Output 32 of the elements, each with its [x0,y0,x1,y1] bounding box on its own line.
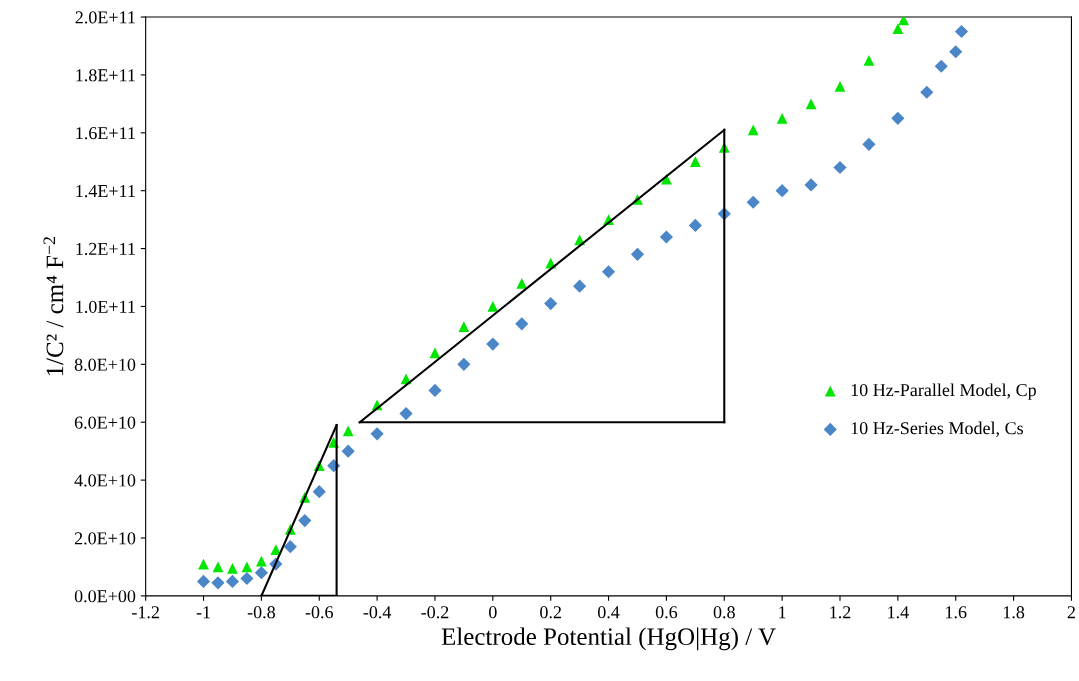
y-tick-label: 1.0E+11 [76,300,135,313]
x-tick-label: 0.4 [597,606,620,619]
y-tick-label: 6.0E+10 [74,416,136,429]
x-tick-label: -1 [196,606,210,619]
x-tick-label: 1 [779,606,786,619]
x-tick-label: -1.2 [132,606,159,619]
y-tick-label: 4.0E+10 [74,474,136,487]
y-axis-title: 1/C² / cm⁴ F$^{−2}$ [43,237,64,376]
x-tick-label: 1.2 [830,606,851,619]
x-tick-label: 0.6 [655,606,678,619]
x-tick-label: 1.8 [1003,606,1025,619]
y-tick-label: 1.6E+11 [76,127,135,140]
x-tick-label: -0.2 [421,606,449,619]
legend-label: 10 Hz-Parallel Model, Cp [851,383,1036,400]
x-tick-label: 1.4 [888,606,909,619]
x-tick-label: -0.4 [363,606,392,619]
y-tick-label: 2.0E+11 [75,11,135,24]
legend-label: 10 Hz-Series Model, Cs [851,421,1023,437]
y-tick-label: 1.2E+11 [76,242,135,256]
x-tick-label: -0.8 [247,606,275,619]
x-tick-label: 2 [1067,606,1075,619]
x-tick-label: 1.6 [946,606,967,619]
y-tick-label: 2.0E+10 [74,532,136,545]
x-tick-label: 0.2 [540,606,561,619]
x-tick-label: -0.6 [305,606,333,619]
y-tick-label: 1.4E+11 [76,185,135,198]
x-tick-label: 0 [489,606,497,619]
x-tick-label: 0.8 [713,606,735,619]
y-tick-label: 0.0E+00 [74,590,136,603]
x-axis-title: Electrode Potential (HgO|Hg) / V [441,627,776,651]
y-tick-label: 1.8E+11 [76,69,135,82]
y-tick-label: 8.0E+10 [74,358,136,371]
